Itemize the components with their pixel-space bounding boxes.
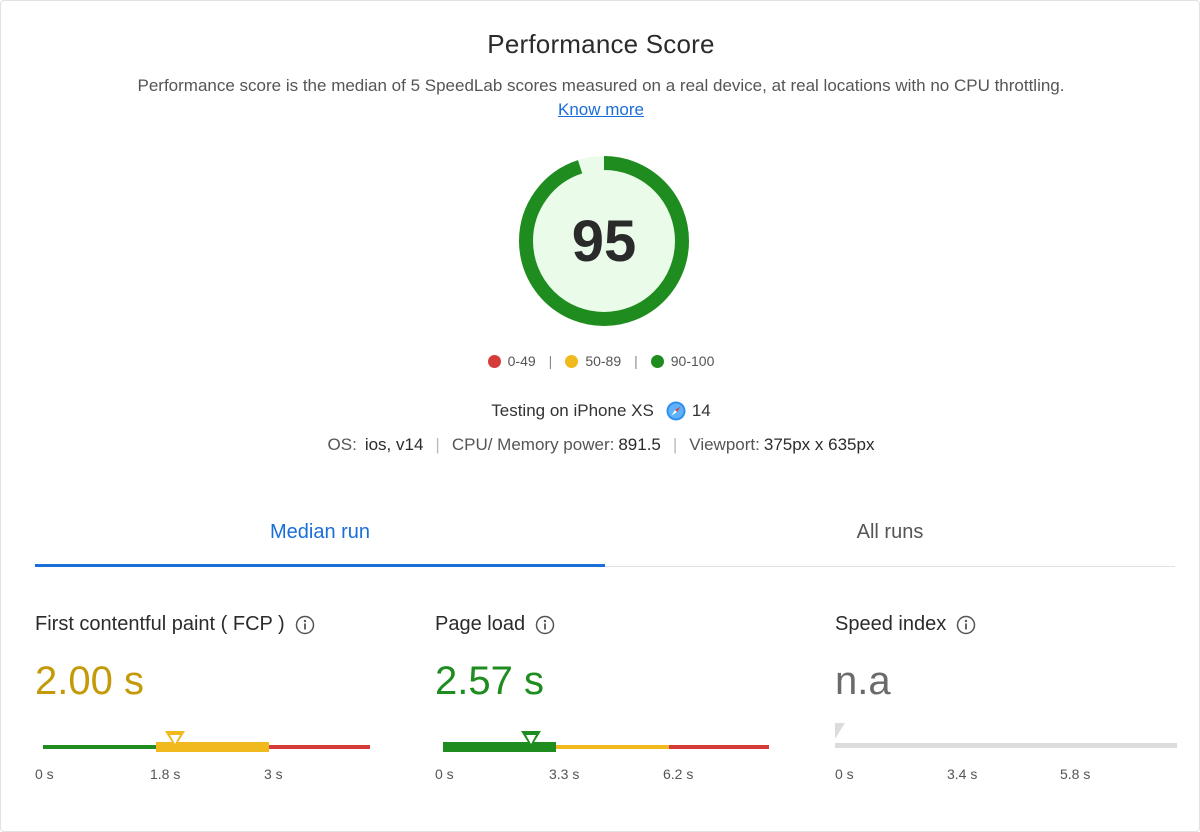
metric-label: Speed index [835,613,947,635]
viewport-value: 375px x 635px [763,435,875,454]
metric-fcp: First contentful paint ( FCP ) 2.00 s 0 … [35,613,375,813]
tab-divider [35,566,1175,567]
metric-scale-bar [443,731,769,752]
gauge-arc [519,156,689,326]
page-title: Performance Score [487,29,715,59]
spec-divider: | [435,435,440,454]
metric-value: 2.57 s [435,659,544,703]
legend-label: 90-100 [670,353,715,369]
spec-divider: | [672,435,678,454]
legend-dot-green [650,354,664,368]
scale-tick: 6.2 s [663,766,694,782]
scale-segment-good [43,745,156,749]
metric-page-load: Page load 2.57 s 0 s 3.3 s 6.2 s [435,613,775,813]
scale-segment-average [156,742,269,752]
metric-label-row: Speed index [835,613,976,636]
know-more-link[interactable]: Know more [558,100,644,119]
tab-all-runs[interactable]: All runs [856,521,924,543]
metric-label-row: First contentful paint ( FCP ) [35,613,315,636]
score-gauge: 95 [518,155,690,327]
browser-version: 14 [691,401,711,420]
legend-divider: | [634,353,638,369]
scale-marker [835,723,845,739]
scale-tick: 1.8 s [150,766,181,782]
run-tabs: Median run All runs [35,506,1175,568]
metric-value: 2.00 s [35,659,144,703]
device-label: Testing on iPhone XS [491,401,654,420]
safari-icon [666,401,686,421]
metric-scale-bar [43,731,370,752]
scale-segment-poor [269,745,370,749]
metric-label: First contentful paint ( FCP ) [35,613,285,635]
scale-tick: 0 s [435,766,454,782]
legend-divider: | [548,353,553,369]
gauge-ring [519,156,689,326]
score-legend: 0-49 | 50-89 | 90-100 [1,353,1200,369]
viewport-label: Viewport: [689,435,760,454]
legend-dot-yellow [565,354,579,368]
scale-tick: 3 s [264,766,283,782]
metric-scale-bar [835,723,1177,748]
legend-item-average: 50-89 [565,353,621,369]
info-icon[interactable] [295,615,315,635]
device-specs: OS: ios, v14 | CPU/ Memory power: 891.5 … [1,435,1200,455]
info-icon[interactable] [535,615,555,635]
device-info: Testing on iPhone XS 14 [1,401,1200,421]
legend-item-good: 90-100 [650,353,715,369]
score-description: Performance score is the median of 5 Spe… [137,76,1065,95]
scale-tick: 3.3 s [549,766,580,782]
cpu-label: CPU/ Memory power: [451,435,615,454]
os-label: OS: [327,435,357,454]
scale-segment-poor [669,745,769,749]
scale-tick: 5.8 s [1060,766,1091,782]
metric-speed-index: Speed index n.a 0 s 3.4 s 5.8 s [835,613,1177,813]
scale-track-disabled [835,743,1177,748]
know-more-row: Know more [1,100,1200,120]
scale-tick: 0 s [35,766,54,782]
legend-label: 50-89 [585,353,622,369]
info-icon[interactable] [956,615,976,635]
scale-segment-average [556,745,669,749]
legend-dot-red [487,354,501,368]
scale-marker-inner [170,735,180,744]
gauge-fill [526,163,682,319]
tab-median-run[interactable]: Median run [269,521,371,543]
scale-segment-good [443,742,556,752]
metric-label-row: Page load [435,613,555,636]
os-value: ios, v14 [364,435,424,454]
metric-label: Page load [435,613,526,635]
scale-tick: 0 s [835,766,854,782]
score-value: 95 [571,208,637,274]
scale-tick: 3.4 s [947,766,978,782]
scale-marker-inner [526,735,536,744]
cpu-value: 891.5 [618,435,661,454]
legend-item-poor: 0-49 [487,353,536,369]
active-tab-indicator [35,564,605,567]
legend-label: 0-49 [507,353,536,369]
metric-value: n.a [835,659,891,703]
